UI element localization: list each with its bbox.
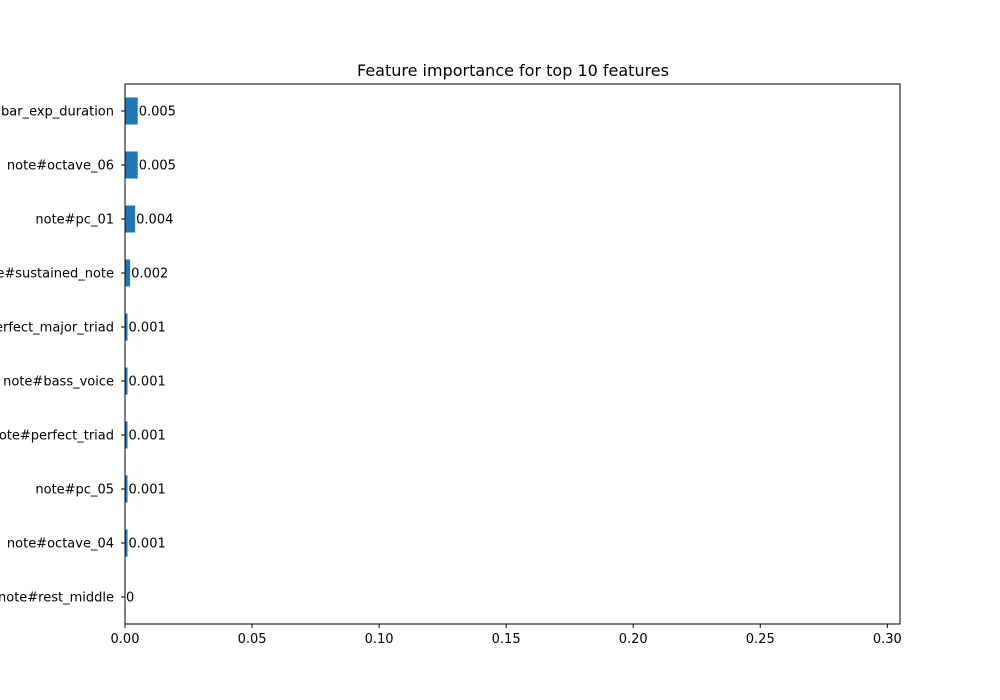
x-axis-ticks: 0.00 0.05 0.10 0.15 0.20 0.25 0.30 <box>111 624 902 647</box>
y-tick-label: note#pc_05 <box>35 483 114 498</box>
y-tick-label: note#bass_voice <box>3 375 114 390</box>
y-tick-label: note#pc_01 <box>35 213 114 228</box>
bar-value-labels: 0.005 0.005 0.004 0.002 0.001 0.001 0.001 0.001… <box>126 105 176 606</box>
bar <box>125 529 128 557</box>
bar <box>125 475 128 503</box>
x-tick-label: 0.20 <box>619 632 648 647</box>
x-tick-label: 0.25 <box>746 632 775 647</box>
y-axis-ticks: bar_exp_duration note#octave_06 note#pc_01… <box>0 105 125 606</box>
y-tick-label: note#octave_06 <box>7 159 114 174</box>
bar <box>125 259 131 287</box>
bar <box>125 367 128 395</box>
x-tick-label: 0.00 <box>111 632 140 647</box>
bar-value-label: 0.005 <box>139 159 176 174</box>
bar <box>125 151 138 179</box>
y-tick-label: note#sustained_note <box>0 267 114 282</box>
bar-value-label: 0 <box>126 591 134 606</box>
x-tick-label: 0.30 <box>873 632 902 647</box>
x-tick-label: 0.10 <box>365 632 394 647</box>
bar-value-label: 0.001 <box>129 537 166 552</box>
bar <box>125 97 138 125</box>
y-tick-label: note#octave_04 <box>7 537 114 552</box>
bar-value-label: 0.002 <box>131 267 168 282</box>
bar-value-label: 0.004 <box>136 213 173 228</box>
y-tick-label: note#perfect_major_triad <box>0 321 114 336</box>
chart-title: Feature importance for top 10 features <box>357 61 669 80</box>
bar-value-label: 0.001 <box>129 483 166 498</box>
y-tick-label: bar_exp_duration <box>1 105 114 120</box>
y-tick-label: note#rest_middle <box>0 591 114 606</box>
bar <box>125 313 128 341</box>
bar-value-label: 0.005 <box>139 105 176 120</box>
bars <box>125 97 138 557</box>
bar-value-label: 0.001 <box>129 321 166 336</box>
x-tick-label: 0.15 <box>492 632 521 647</box>
bar-value-label: 0.001 <box>129 429 166 444</box>
bar <box>125 205 136 233</box>
x-tick-label: 0.05 <box>238 632 267 647</box>
bar-value-label: 0.001 <box>129 375 166 390</box>
bar <box>125 421 128 449</box>
plot-area-frame <box>124 83 901 625</box>
y-tick-label: note#perfect_triad <box>0 429 114 444</box>
